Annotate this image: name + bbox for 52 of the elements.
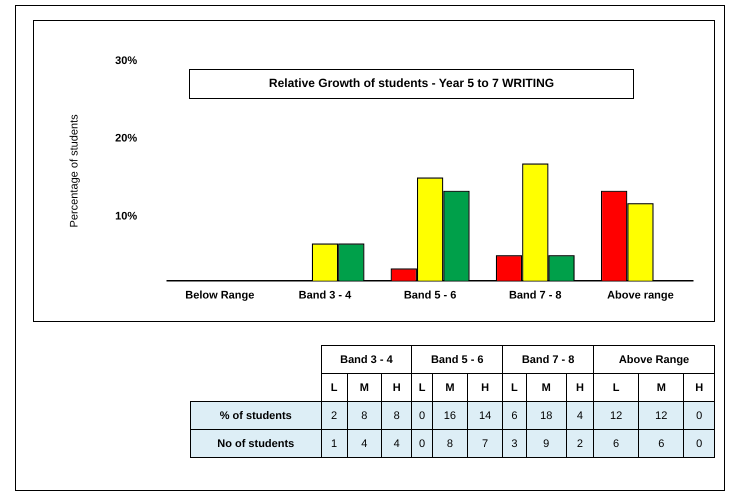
category-label: M (347, 374, 382, 402)
text: Band 5 - 6 (412, 346, 503, 374)
text: % of students (190, 402, 321, 430)
category-label: H (382, 374, 412, 402)
data-label: 18 (526, 402, 566, 430)
data-label: 6 (502, 402, 526, 430)
data-label: 16 (432, 402, 468, 430)
text: Above Range (594, 346, 714, 374)
data-label: 2 (566, 430, 594, 458)
category-label: M (432, 374, 468, 402)
data-label: 1 (321, 430, 348, 458)
text: Band 7 - 8 (502, 346, 594, 374)
data-label: 4 (566, 402, 594, 430)
data-label: 0 (412, 430, 432, 458)
data-label: 0 (684, 430, 714, 458)
x-tick-label: Band 5 - 6 (404, 289, 456, 302)
data-label: 3 (502, 430, 526, 458)
data-label: 0 (684, 402, 714, 430)
category-label: L (412, 374, 432, 402)
text: No of students (190, 430, 321, 458)
category-label: H (566, 374, 594, 402)
text: Band 3 - 4 (321, 346, 412, 374)
data-label: 0 (412, 402, 432, 430)
text: Relative Growth of students - Year 5 to 7 WRITING (268, 76, 556, 90)
data-label: 8 (347, 402, 382, 430)
data-label: 4 (347, 430, 382, 458)
data-label: 8 (432, 430, 468, 458)
data-label: 8 (382, 402, 412, 430)
y-tick-label: 20% (115, 132, 138, 145)
x-tick-label: Above range (607, 289, 674, 302)
category-label: L (502, 374, 526, 402)
category-label: H (684, 374, 714, 402)
x-tick-label: Band 3 - 4 (298, 289, 352, 302)
y-axis-title: Percentage of students (68, 114, 81, 228)
category-label: M (526, 374, 566, 402)
data-label: 7 (468, 430, 503, 458)
data-label: 2 (321, 402, 348, 430)
category-label: M (638, 374, 684, 402)
y-tick-label: 10% (115, 210, 138, 222)
data-label: 14 (468, 402, 503, 430)
x-tick-label: Below Range (185, 289, 254, 302)
data-label: 9 (526, 430, 566, 458)
data-label: 4 (382, 430, 412, 458)
y-tick-label: 30% (115, 55, 138, 68)
data-label: 6 (594, 430, 639, 458)
data-label: 12 (638, 402, 684, 430)
category-label: H (468, 374, 503, 402)
data-label: 12 (594, 402, 639, 430)
data-label: 6 (638, 430, 684, 458)
category-label: L (321, 374, 348, 402)
category-label: L (594, 374, 639, 402)
x-tick-label: Band 7 - 8 (508, 289, 562, 302)
